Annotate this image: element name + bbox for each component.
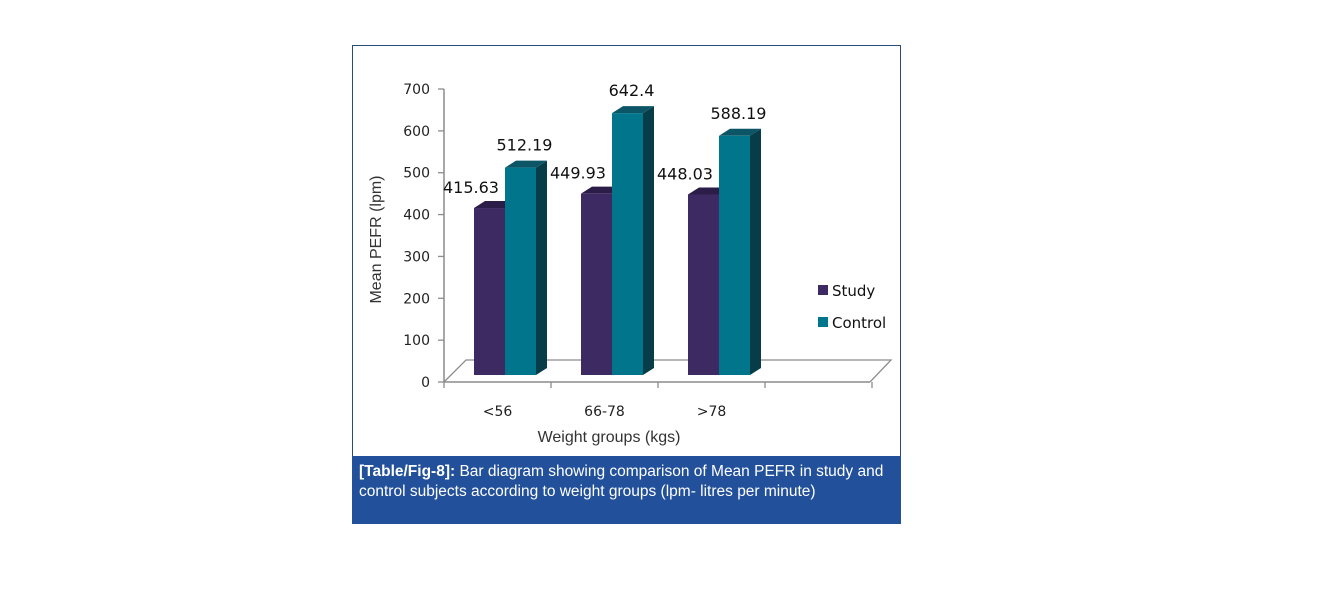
bar-control (612, 106, 654, 375)
x-axis-title: Weight groups (kgs) (538, 429, 681, 446)
data-label: 512.19 (497, 136, 553, 155)
figure-caption: [Table/Fig-8]: Bar diagram showing compa… (352, 456, 901, 524)
y-tick-label: 500 (403, 166, 430, 182)
legend: Study Control (818, 282, 886, 332)
caption-text: Bar diagram showing comparison of Mean P… (359, 463, 884, 500)
data-label: 642.4 (609, 81, 655, 100)
bar-front (581, 193, 612, 375)
bar-front (612, 113, 643, 375)
legend-label-study: Study (832, 282, 875, 300)
x-tick-label: >78 (697, 404, 727, 420)
bar-front (719, 135, 750, 375)
bar-front (688, 194, 719, 375)
bar-side (750, 128, 761, 375)
y-axis: 0 100 200 300 400 500 600 700 (403, 82, 445, 391)
bar-side (536, 160, 547, 375)
bar-front (474, 208, 505, 375)
y-tick-label: 300 (403, 249, 430, 265)
caption-label: [Table/Fig-8]: (359, 463, 456, 480)
floor-outline (443, 359, 893, 383)
data-labels: 415.63 512.19 449.93 642.4 448.03 588.19 (443, 81, 766, 197)
bar-side (643, 106, 654, 375)
y-tick-label: 600 (403, 124, 430, 140)
bar-front (505, 167, 536, 375)
data-label: 448.03 (657, 164, 713, 183)
data-label: 415.63 (443, 178, 499, 197)
legend-swatch-study (818, 285, 828, 295)
figure: 0 100 200 300 400 500 600 700 <56 66-78 >78 415.6… (352, 45, 901, 524)
y-tick-label: 200 (403, 291, 430, 307)
data-label: 449.93 (550, 164, 606, 183)
x-tick-label: <56 (483, 404, 513, 420)
bar-top (719, 128, 761, 136)
y-tick-label: 700 (403, 82, 430, 98)
bar-top (612, 106, 654, 114)
legend-swatch-control (818, 317, 828, 327)
plot-frame: 0 100 200 300 400 500 600 700 <56 66-78 >78 415.6… (352, 45, 901, 456)
y-tick-label: 400 (403, 208, 430, 224)
bar-chart: 0 100 200 300 400 500 600 700 <56 66-78 >78 415.6… (368, 81, 893, 446)
bar-top (505, 160, 547, 168)
bars (474, 106, 761, 375)
y-axis-title: Mean PEFR (lpm) (368, 175, 385, 303)
x-axis: <56 66-78 >78 (443, 381, 873, 420)
y-tick-label: 100 (403, 333, 430, 349)
data-label: 588.19 (711, 104, 767, 123)
x-tick-label: 66-78 (584, 404, 625, 420)
chart-floor (443, 359, 893, 383)
y-tick-label: 0 (421, 375, 430, 391)
legend-label-control: Control (832, 314, 886, 332)
bar-control (505, 160, 547, 375)
bar-control (719, 128, 761, 375)
